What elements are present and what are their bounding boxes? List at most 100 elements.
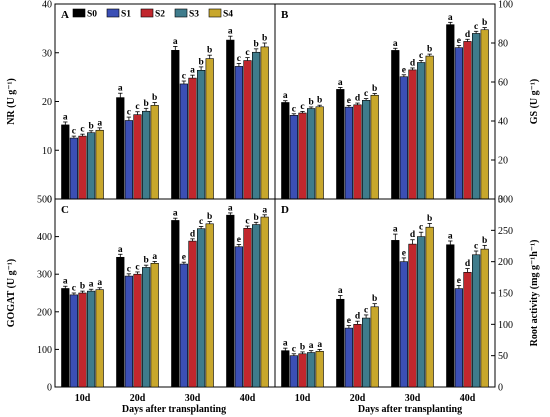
significance-letter: c: [245, 48, 249, 58]
bar-s4-40d: [260, 216, 269, 388]
significance-letter: a: [173, 37, 178, 47]
legend-label-s0: S0: [87, 10, 97, 20]
significance-letter: c: [419, 51, 423, 61]
bar-s1-40d: [234, 66, 244, 200]
bar-s2-20d: [133, 273, 142, 388]
x-tick-label: 10d: [295, 393, 311, 404]
significance-letter: c: [474, 242, 478, 252]
bar-s2-10d: [298, 112, 307, 200]
y-tick-label: 80: [498, 39, 508, 50]
bar-s1-40d: [454, 47, 464, 200]
bar-s1-10d: [69, 137, 78, 200]
significance-letter: b: [143, 99, 148, 109]
significance-letter: c: [127, 264, 131, 274]
bar-s4-10d: [315, 350, 324, 388]
bar-s2-30d: [408, 69, 417, 200]
significance-letter: e: [347, 316, 351, 326]
legend-label-s3: S3: [189, 10, 199, 20]
bar-s3-10d: [87, 290, 96, 388]
significance-letter: e: [457, 36, 461, 46]
bar-s2-10d: [78, 135, 87, 200]
significance-letter: b: [253, 213, 258, 223]
bar-s1-30d: [399, 76, 409, 200]
bar-s3-40d: [471, 254, 481, 388]
significance-letter: e: [182, 253, 186, 263]
y-tick-label: 250: [498, 226, 513, 237]
significance-letter: a: [317, 340, 322, 350]
bar-s0-40d: [226, 214, 235, 388]
significance-letter: b: [308, 97, 313, 107]
bar-s3-30d: [197, 70, 206, 200]
bar-s4-30d: [425, 226, 434, 388]
significance-letter: a: [283, 91, 288, 101]
bar-s2-10d: [298, 353, 307, 388]
bar-s1-10d: [289, 355, 299, 388]
bar-s2-30d: [408, 243, 417, 388]
significance-letter: a: [173, 209, 178, 219]
panel-d: D 0 50 100 150 200 250 300 Root activity (mg g⁻¹…: [274, 195, 540, 404]
significance-letter: d: [190, 229, 196, 239]
bar-s1-20d: [124, 275, 133, 388]
significance-letter: b: [317, 96, 322, 106]
significance-letter: a: [283, 339, 288, 349]
significance-letter: a: [228, 27, 233, 37]
y-tick-label: 200: [37, 307, 52, 318]
significance-letter: b: [482, 236, 487, 246]
y-tick-label: 400: [37, 232, 52, 243]
significance-letter: a: [448, 231, 453, 241]
y-tick-label: 60: [498, 78, 508, 89]
bar-s0-10d: [61, 124, 70, 200]
bar-s0-20d: [336, 298, 345, 388]
y-tick-label: 500: [37, 195, 52, 206]
x-tick-label: 40d: [460, 393, 476, 404]
significance-letter: c: [292, 344, 296, 354]
legend-swatch-s3: [174, 8, 188, 18]
significance-letter: b: [152, 93, 157, 103]
bar-s3-10d: [306, 108, 316, 200]
significance-letter: a: [228, 203, 233, 213]
bar-s4-30d: [425, 55, 434, 200]
bar-s1-40d: [234, 246, 244, 388]
legend-label-s1: S1: [121, 10, 131, 20]
significance-letter: e: [237, 235, 241, 245]
bar-s1-20d: [344, 106, 354, 200]
y-tick-label: 50: [498, 351, 508, 362]
bar-s4-20d: [370, 306, 379, 388]
x-tick-label: 30d: [185, 393, 201, 404]
bar-s1-30d: [179, 263, 189, 388]
x-tick-label: 30d: [405, 393, 421, 404]
bar-s1-40d: [454, 288, 464, 388]
significance-letter: c: [80, 125, 84, 135]
significance-letter: b: [253, 39, 258, 49]
y-tick-label: 300: [498, 195, 513, 206]
panel-label: B: [281, 9, 289, 21]
bar-s2-40d: [463, 272, 472, 388]
significance-letter: b: [207, 212, 212, 222]
bar-s0-10d: [281, 350, 290, 388]
y-tick-label: 0: [47, 383, 52, 394]
bar-s4-40d: [480, 248, 489, 388]
x-title-left: Days after transplanting: [122, 404, 226, 415]
significance-letter: a: [448, 13, 453, 23]
significance-letter: d: [465, 30, 471, 40]
y-tick-label: 0: [498, 195, 503, 206]
bar-s1-20d: [124, 120, 133, 200]
significance-letter: b: [80, 282, 85, 292]
bar-s0-40d: [226, 39, 235, 200]
bar-s4-10d: [315, 106, 324, 200]
significance-letter: c: [127, 108, 131, 118]
bar-s0-10d: [61, 288, 70, 388]
bar-s3-40d: [252, 51, 261, 200]
bar-s0-40d: [446, 24, 455, 200]
bar-s1-10d: [289, 115, 299, 200]
significance-letter: b: [198, 57, 203, 67]
bar-s2-40d: [243, 60, 252, 200]
panel-label: C: [61, 204, 69, 216]
bar-s0-30d: [171, 220, 180, 388]
bar-s4-10d: [95, 289, 104, 388]
bar-s0-20d: [116, 256, 125, 388]
bar-s4-30d: [205, 58, 214, 200]
significance-letter: c: [292, 104, 296, 114]
